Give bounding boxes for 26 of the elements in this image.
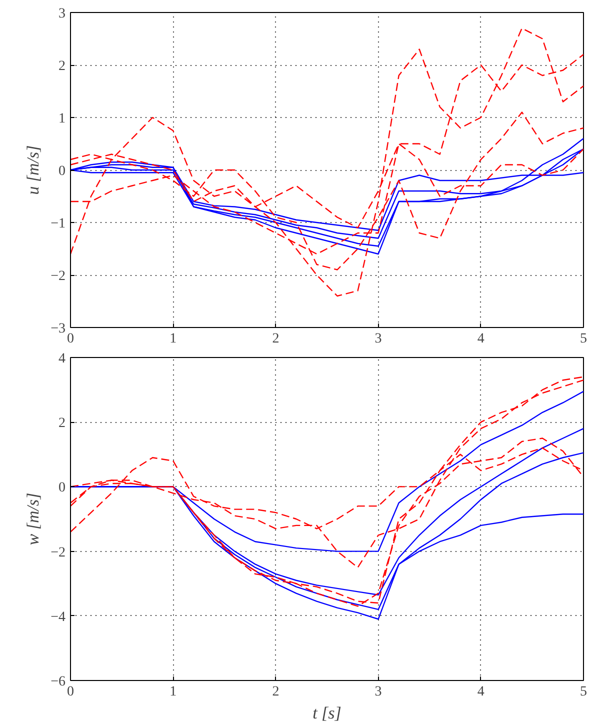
x-tick-label: 4 [477,684,484,700]
y-axis-title: u [m/s] [24,145,43,195]
y-tick-label: 1 [58,112,66,126]
y-tick-label: 4 [58,352,66,366]
y-tick-label: −2 [50,545,66,560]
y-tick-label: −3 [50,322,66,336]
y-tick-label: 2 [58,59,66,74]
y-tick-label: 2 [58,416,66,432]
x-tick-label: 2 [272,684,280,700]
x-tick-label: 3 [374,684,382,700]
y-tick-label: 0 [58,164,66,179]
y-tick-label: 0 [58,480,66,496]
y-axis-title: w [m/s] [24,492,43,546]
y-tick-label: 3 [58,6,66,22]
x-tick-label: 1 [170,684,177,700]
y-tick-label: −6 [50,674,66,690]
y-tick-label: −4 [50,610,66,625]
x-tick-label: 4 [477,332,484,346]
x-tick-label: 5 [580,684,587,700]
x-tick-label: 1 [170,332,177,346]
y-tick-label: −2 [50,269,66,284]
x-tick-label: 3 [374,332,382,346]
y-tick-label: −1 [50,216,66,232]
x-tick-label: 5 [580,332,587,346]
x-axis-title: t [s] [312,704,342,722]
x-tick-label: 2 [272,332,280,346]
